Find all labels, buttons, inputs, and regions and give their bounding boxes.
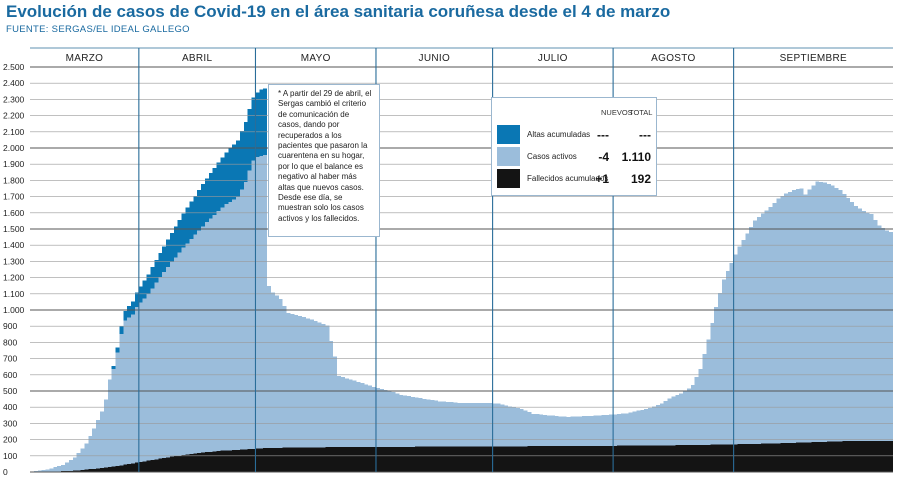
y-tick-label: 1.500 <box>3 224 25 234</box>
y-tick-label: 2.300 <box>3 94 25 104</box>
y-tick-label: 300 <box>3 418 17 428</box>
y-tick-label: 1.900 <box>3 159 25 169</box>
legend-label-altas: Altas acumuladas <box>527 130 591 139</box>
month-label: ABRIL <box>182 53 213 64</box>
y-tick-label: 200 <box>3 435 17 445</box>
legend-new-activos: -4 <box>598 150 609 164</box>
legend-swatch-activos <box>497 147 520 166</box>
y-tick-label: 2.000 <box>3 143 25 153</box>
y-tick-label: 1.400 <box>3 240 25 250</box>
legend-swatch-fallecidos <box>497 169 520 188</box>
legend-new-altas: --- <box>597 128 609 142</box>
y-tick-label: 1.700 <box>3 192 25 202</box>
y-tick-label: 1.800 <box>3 175 25 185</box>
stacked-areas <box>30 88 893 472</box>
chart-source: FUENTE: SERGAS/EL IDEAL GALLEGO <box>6 24 190 35</box>
y-tick-label: 800 <box>3 337 17 347</box>
legend: NUEVOS TOTAL Altas acumuladas --- --- Ca… <box>491 97 657 196</box>
y-tick-label: 1.100 <box>3 289 25 299</box>
legend-total-fallecidos: 192 <box>630 172 651 186</box>
y-tick-label: 1.000 <box>3 305 25 315</box>
y-tick-label: 2.200 <box>3 111 25 121</box>
legend-row-activos: Casos activos -4 1.110 <box>497 147 653 166</box>
y-tick-label: 900 <box>3 321 17 331</box>
y-tick-label: 100 <box>3 451 17 461</box>
y-tick-label: 400 <box>3 402 17 412</box>
legend-label-activos: Casos activos <box>527 152 577 161</box>
month-label: MARZO <box>66 53 104 64</box>
legend-swatch-altas <box>497 125 520 144</box>
area-fallecidos <box>30 440 893 472</box>
chart-title: Evolución de casos de Covid-19 en el áre… <box>6 2 671 21</box>
legend-total-altas: --- <box>639 128 651 142</box>
y-tick-label: 2.500 <box>3 62 25 72</box>
legend-new-fallecidos: +1 <box>595 172 609 186</box>
legend-row-fallecidos: Fallecidos acumulados +1 192 <box>497 169 653 188</box>
legend-col-total: TOTAL <box>629 108 653 117</box>
y-tick-label: 2.400 <box>3 78 25 88</box>
methodology-note: * A partir del 29 de abril, el Sergas ca… <box>268 84 380 237</box>
y-tick-label: 1.200 <box>3 273 25 283</box>
y-tick-label: 2.100 <box>3 127 25 137</box>
legend-total-activos: 1.110 <box>621 150 651 164</box>
month-label: MAYO <box>301 53 331 64</box>
y-tick-label: 600 <box>3 370 17 380</box>
legend-row-altas: Altas acumuladas --- --- <box>497 125 653 144</box>
gridlines <box>30 66 893 473</box>
month-label: SEPTIEMBRE <box>780 53 847 64</box>
legend-label-fallecidos: Fallecidos acumulados <box>527 174 609 183</box>
y-tick-label: 500 <box>3 386 17 396</box>
month-label: JULIO <box>538 53 568 64</box>
y-tick-label: 1.600 <box>3 208 25 218</box>
y-axis-labels: 0 100 200 300 400 500 600 700 800 900 1.000 1.100 1.… <box>3 62 25 477</box>
y-tick-label: 700 <box>3 354 17 364</box>
area-activos <box>30 155 893 472</box>
legend-col-new: NUEVOS <box>601 108 633 117</box>
y-tick-label: 1.300 <box>3 256 25 266</box>
month-label: JUNIO <box>419 53 451 64</box>
y-tick-label: 0 <box>3 467 8 477</box>
month-label: AGOSTO <box>651 53 695 64</box>
month-labels: MARZO ABRIL MAYO JUNIO JULIO AGOSTO SEPTIEMBRE <box>66 53 847 64</box>
